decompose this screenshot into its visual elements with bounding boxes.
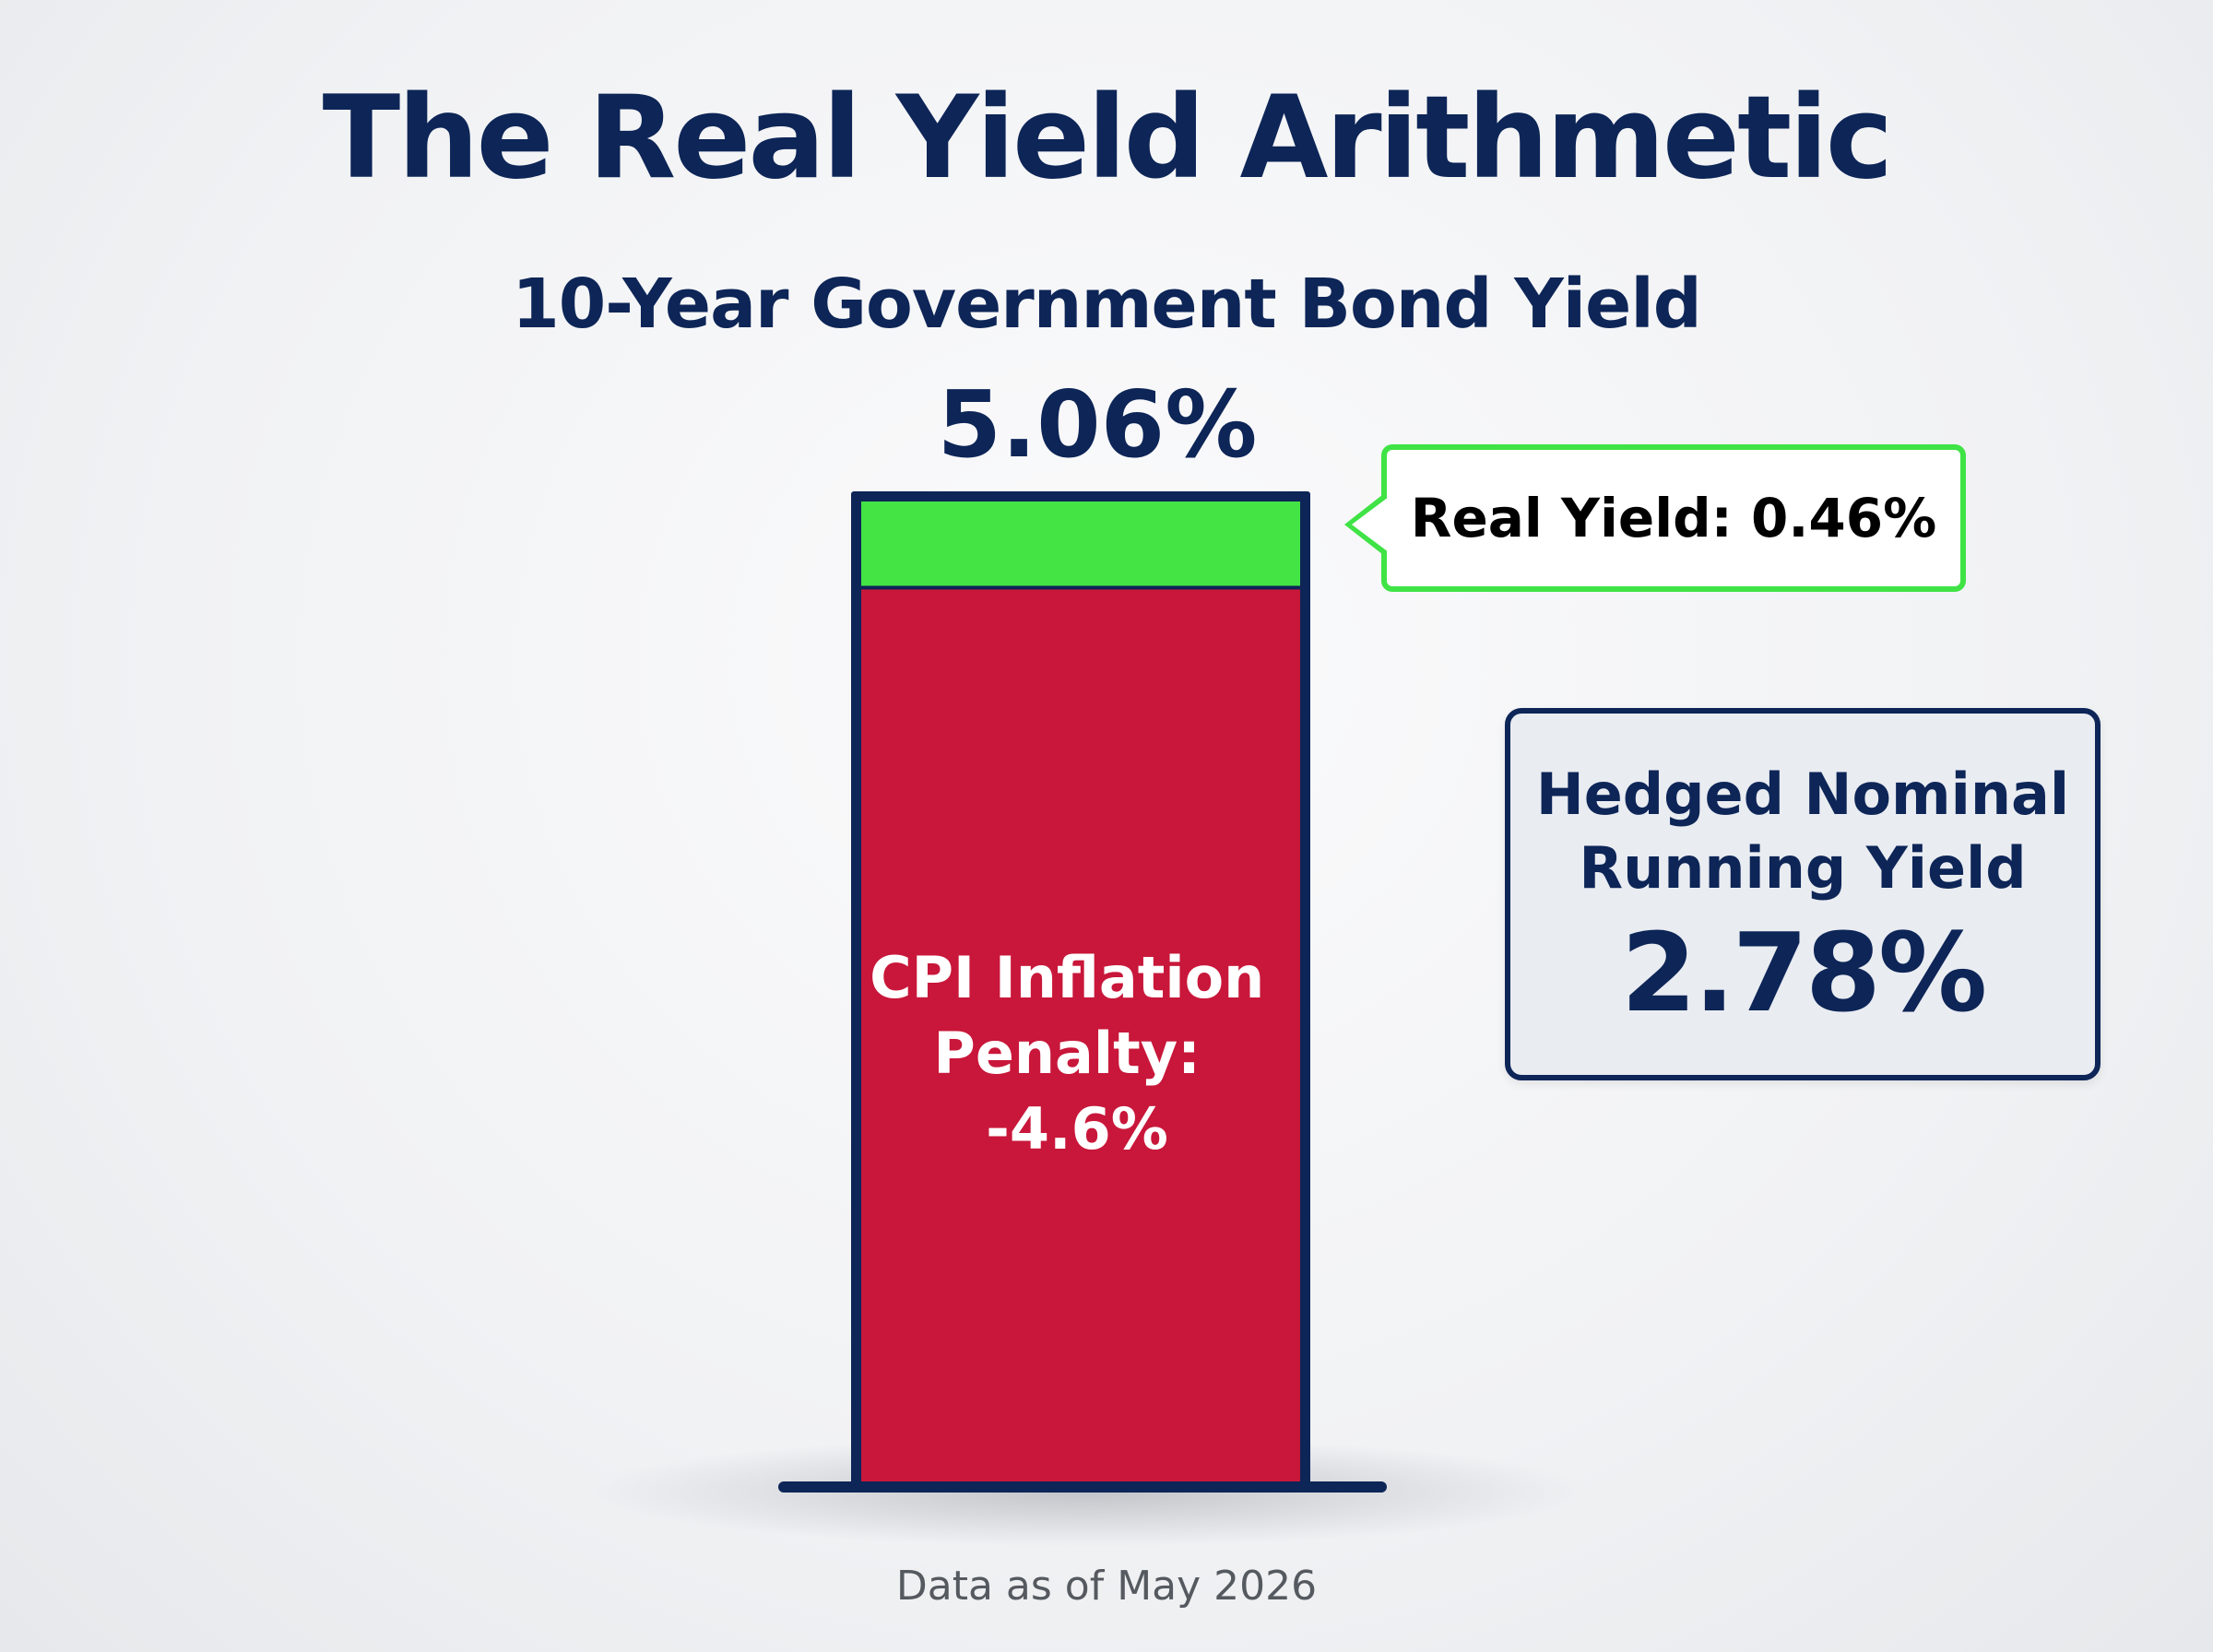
real-yield-label: Real Yield: 0.46% bbox=[1410, 487, 1937, 549]
hedged-yield-label-line1: Hedged Nominal bbox=[1535, 761, 2070, 828]
hedged-yield-value: 2.78% bbox=[1620, 909, 1987, 1036]
chart-title: The Real Yield Arithmetic bbox=[322, 72, 1894, 205]
chart-subtitle: 10-Year Government Bond Yield bbox=[512, 265, 1701, 344]
real-yield-callout: Real Yield: 0.46% bbox=[1344, 444, 1966, 592]
total-yield-label: 5.06% bbox=[938, 371, 1258, 478]
hedged-yield-label-line2: Running Yield bbox=[1579, 834, 2027, 902]
inflation-label-line1: CPI Inflation bbox=[870, 944, 1264, 1011]
inflation-label-line2: Penalty: bbox=[933, 1020, 1201, 1087]
real-yield-segment bbox=[861, 502, 1300, 586]
data-date-note: Data as of May 2026 bbox=[895, 1563, 1318, 1610]
inflation-label-value: -4.6% bbox=[986, 1095, 1168, 1162]
hedged-yield-box: Hedged Nominal Running Yield 2.78% bbox=[1505, 708, 2101, 1080]
inflation-penalty-segment bbox=[861, 589, 1300, 1484]
inflation-penalty-label: CPI Inflation Penalty: -4.6% bbox=[870, 944, 1284, 1162]
hedged-yield-label: Hedged Nominal Running Yield bbox=[1510, 758, 2095, 905]
